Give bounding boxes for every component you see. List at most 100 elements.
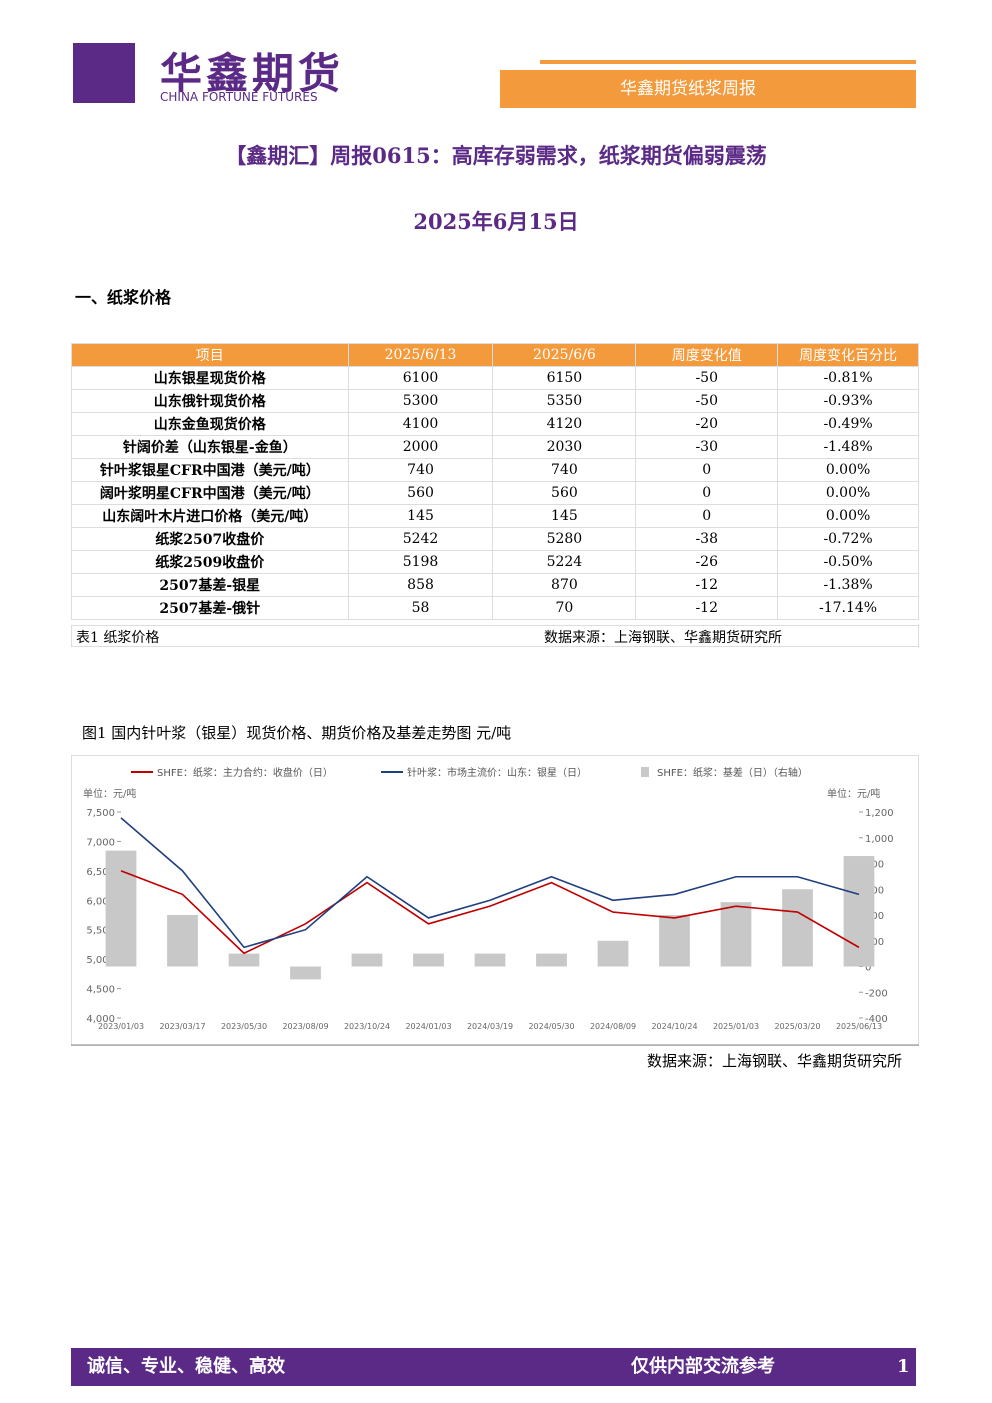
table-cell: -0.72% xyxy=(777,527,919,551)
y2-tick-label: -200 xyxy=(865,988,888,999)
x-tick-label: 2024/05/30 xyxy=(528,1022,574,1031)
table-cell: 6100 xyxy=(347,366,494,390)
y-tick-label: 5,000 xyxy=(86,955,115,966)
table-cell: -12 xyxy=(635,573,779,597)
figure-source: 数据来源：上海钢联、华鑫期货研究所 xyxy=(646,1052,902,1070)
logo-en: CHINA FORTUNE FUTURES xyxy=(160,90,318,104)
table-source: 数据来源：上海钢联、华鑫期货研究所 xyxy=(544,630,782,646)
y2-tick-label: -400 xyxy=(865,1014,888,1025)
table-cell: -1.38% xyxy=(777,573,919,597)
table-cell: 5198 xyxy=(347,550,494,574)
table-cell: 0 xyxy=(635,481,779,505)
figure-caption: 图1 国内针叶浆（银星）现货价格、期货价格及基差走势图 元/吨 xyxy=(82,724,512,742)
x-tick-label: 2023/03/17 xyxy=(159,1022,205,1031)
legend-swatch xyxy=(641,767,649,777)
x-tick-label: 2025/06/13 xyxy=(836,1022,882,1031)
table-cell: 0 xyxy=(635,504,779,528)
table-row: 2507基差-俄针 58 70 -12 -17.14% xyxy=(71,596,919,620)
y2-tick-label: 200 xyxy=(865,937,884,948)
column-header: 2025/6/13 xyxy=(347,343,494,367)
table-cell: 5224 xyxy=(492,550,637,574)
table-cell: 5280 xyxy=(492,527,637,551)
table-cell: 4100 xyxy=(347,412,494,436)
logo-cn: 华鑫期货 xyxy=(160,49,345,98)
y-tick-label: 4,500 xyxy=(86,985,115,996)
table-cell: 5300 xyxy=(347,389,494,413)
table-row: 纸浆2509收盘价 5198 5224 -26 -0.50% xyxy=(71,550,919,574)
legend-label: SHFE：纸浆：基差（日）（右轴） xyxy=(657,766,808,779)
table-cell: 阔叶浆明星CFR中国港（美元/吨） xyxy=(71,481,349,505)
y-tick-label: 6,500 xyxy=(86,867,115,878)
table-row: 山东俄针现货价格 5300 5350 -50 -0.93% xyxy=(71,389,919,413)
x-tick-label: 2024/01/03 xyxy=(405,1022,451,1031)
table-cell: -1.48% xyxy=(777,435,919,459)
table-row: 山东银星现货价格 6100 6150 -50 -0.81% xyxy=(71,366,919,390)
table-cell: 870 xyxy=(492,573,637,597)
basis-bar xyxy=(659,915,690,967)
table-cell: -50 xyxy=(635,366,779,390)
chart-frame xyxy=(71,755,919,1046)
chart: 4,000 4,500 5,000 5,500 6,000 6,500 7,000 7,500… xyxy=(71,755,919,1046)
table-cell: 5350 xyxy=(492,389,637,413)
y2-tick-label: 1,200 xyxy=(865,808,894,819)
table-cell: 0 xyxy=(635,458,779,482)
column-header: 项目 xyxy=(71,343,349,367)
x-tick-label: 2025/01/03 xyxy=(713,1022,759,1031)
table-row: 山东阔叶木片进口价格（美元/吨） 145 145 0 0.00% xyxy=(71,504,919,528)
y-tick-label: 5,500 xyxy=(86,926,115,937)
table-cell: -0.81% xyxy=(777,366,919,390)
y-tick-label: 4,000 xyxy=(86,1014,115,1025)
basis-bar xyxy=(228,953,260,967)
table-cell: 2030 xyxy=(492,435,637,459)
price-table: 项目 2025/6/13 2025/6/6 周度变化值 周度变化百分比 山东银星现货价格 6… xyxy=(71,343,919,620)
table-row: 阔叶浆明星CFR中国港（美元/吨） 560 560 0 0.00% xyxy=(71,481,919,505)
header-row: 项目 2025/6/13 2025/6/6 周度变化值 周度变化百分比 xyxy=(71,343,919,367)
basis-bar xyxy=(536,953,567,967)
column-header: 周度变化百分比 xyxy=(777,343,919,367)
table-cell: 70 xyxy=(492,596,637,620)
basis-bar xyxy=(167,915,198,967)
rule xyxy=(540,60,916,64)
table-cell: -20 xyxy=(635,412,779,436)
table-caption: 表1 纸浆价格 xyxy=(76,630,160,646)
table-cell: 山东阔叶木片进口价格（美元/吨） xyxy=(71,504,349,528)
table-cell: 5242 xyxy=(347,527,494,551)
table-cell: 针阔价差（山东银星-金鱼） xyxy=(71,435,349,459)
table-cell: 2000 xyxy=(347,435,494,459)
x-tick-label: 2023/10/24 xyxy=(344,1022,390,1031)
table-cell: -17.14% xyxy=(777,596,919,620)
footer-note: 仅供内部交流参考 xyxy=(631,1356,775,1377)
y-tick-label: 6,000 xyxy=(86,896,115,907)
table-cell: 0.00% xyxy=(777,458,919,482)
y-tick-label: 7,000 xyxy=(86,837,115,848)
table-cell: 740 xyxy=(347,458,494,482)
table-cell: 740 xyxy=(492,458,637,482)
column-header: 周度变化值 xyxy=(635,343,779,367)
table-cell: 山东金鱼现货价格 xyxy=(71,412,349,436)
y2-tick-label: 600 xyxy=(865,885,884,896)
basis-bar xyxy=(351,953,383,967)
x-tick-label: 2023/08/09 xyxy=(282,1022,328,1031)
table-cell: -0.49% xyxy=(777,412,919,436)
price-line xyxy=(120,817,860,949)
table-row: 山东金鱼现货价格 4100 4120 -20 -0.49% xyxy=(71,412,919,436)
basis-bar xyxy=(290,966,321,980)
table-cell: 山东俄针现货价格 xyxy=(71,389,349,413)
basis-bar xyxy=(597,940,629,967)
x-tick-label: 2025/03/20 xyxy=(774,1022,820,1031)
x-tick-label: 2024/08/09 xyxy=(590,1022,636,1031)
table-row: 针叶浆银星CFR中国港（美元/吨） 740 740 0 0.00% xyxy=(71,458,919,482)
y2-tick-label: 400 xyxy=(865,911,884,922)
table-cell: 纸浆2509收盘价 xyxy=(71,550,349,574)
table-cell: -26 xyxy=(635,550,779,574)
x-tick-label: 2023/01/03 xyxy=(98,1022,144,1031)
logo-mark xyxy=(73,43,135,103)
section-heading: 一、纸浆价格 xyxy=(75,288,172,307)
date: 2025年6月15日 xyxy=(413,209,579,234)
table-cell: 2507基差-俄针 xyxy=(71,596,349,620)
title: 【鑫期汇】周报0615：高库存弱需求，纸浆期货偏弱震荡 xyxy=(225,143,767,168)
x-tick-label: 2024/03/19 xyxy=(467,1022,513,1031)
y2-tick-label: 0 xyxy=(865,963,871,974)
y-unit: 单位：元/吨 xyxy=(83,787,136,800)
